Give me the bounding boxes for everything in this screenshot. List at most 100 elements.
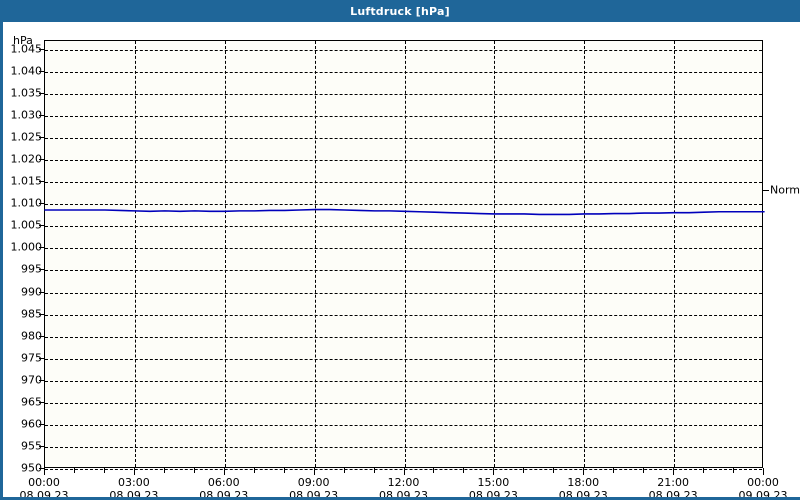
y-axis-tick — [39, 468, 44, 469]
x-axis-tick-major — [223, 468, 225, 475]
x-axis-tick-date: 08.09.23 — [109, 489, 159, 500]
gridline-horizontal — [45, 248, 762, 250]
y-axis-tick-label: 965 — [21, 395, 42, 409]
x-axis-tick-major — [493, 468, 495, 475]
x-axis-tick-major — [313, 468, 315, 475]
y-axis-tick — [39, 48, 44, 50]
x-axis-tick-minor — [343, 468, 345, 473]
x-axis-tick-time: 15:00 — [477, 476, 510, 489]
y-axis-tick — [39, 357, 44, 359]
gridline-vertical — [584, 41, 586, 467]
chart-area: hPa 1.045 1.040 1.035 1.030 1.025 1.020 1.015 1… — [3, 22, 800, 497]
y-axis-tick — [39, 335, 44, 337]
plot-frame — [44, 40, 765, 470]
x-axis-tick-minor — [643, 468, 645, 473]
y-axis-tick-label: 960 — [21, 417, 42, 431]
x-axis-tick-date: 08.09.23 — [199, 489, 249, 500]
x-axis-tick-minor — [103, 468, 105, 473]
x-axis-tick-label: 15:00 08.09.23 — [469, 476, 518, 497]
gridline-vertical — [134, 41, 136, 467]
x-axis-tick-minor — [733, 468, 735, 473]
gridline-horizontal — [45, 49, 762, 51]
y-axis-tick — [39, 401, 44, 403]
x-axis-tick-time: 18:00 — [567, 476, 600, 489]
gridline-horizontal — [45, 138, 762, 140]
x-axis-tick-label: 18:00 08.09.23 — [558, 476, 608, 500]
gridline-vertical — [494, 41, 496, 467]
x-axis-tick-label: 03:00 08.09.23 — [109, 476, 159, 500]
x-axis-tick-minor — [73, 468, 75, 473]
gridline-horizontal — [45, 336, 762, 338]
x-axis-tick-minor — [253, 468, 255, 473]
x-axis-tick-minor — [193, 468, 195, 473]
gridline-horizontal — [45, 380, 762, 382]
y-axis-tick — [39, 115, 44, 116]
y-axis-tick — [39, 203, 44, 205]
y-axis-tick — [39, 137, 44, 139]
y-axis-tick-label: 950 — [21, 461, 42, 475]
y-axis-tick — [39, 423, 44, 425]
y-axis-tick — [39, 291, 44, 293]
y-axis-tick-label: 980 — [21, 329, 42, 343]
y-axis-tick-label: 985 — [21, 307, 42, 321]
y-axis-tick-label: 1.020 — [10, 152, 43, 166]
x-axis-tick-time: 00:00 — [28, 476, 60, 489]
x-axis-tick-label: 21:00 08.09.23 — [649, 476, 698, 497]
x-axis-tick-time: 12:00 — [387, 476, 420, 489]
gridline-vertical — [224, 41, 226, 467]
normal-level-label: Normal — [770, 183, 800, 197]
y-axis-unit-label: hPa — [13, 34, 33, 47]
gridline-horizontal — [45, 93, 762, 95]
x-axis-tick-major — [763, 468, 764, 475]
gridline-horizontal — [45, 292, 762, 294]
gridline-horizontal — [45, 402, 762, 404]
gridline-vertical — [404, 41, 406, 467]
x-axis-tick-major — [403, 468, 405, 475]
gridline-horizontal — [45, 204, 762, 206]
y-axis-tick-label: 1.030 — [10, 108, 43, 122]
gridline-horizontal — [45, 160, 762, 162]
x-axis-tick-minor — [433, 468, 435, 473]
x-axis-tick-label: 06:00 08.09.23 — [199, 476, 249, 500]
window-title-bar: Luftdruck [hPa] — [3, 0, 800, 22]
y-axis-tick-label: 1.015 — [10, 174, 43, 188]
x-axis-tick-major — [44, 468, 45, 475]
y-axis-tick-label: 1.045 — [10, 42, 43, 56]
y-axis-tick — [39, 159, 44, 161]
gridline-vertical — [314, 41, 316, 467]
x-axis-tick-major — [583, 468, 585, 475]
x-axis-tick-minor — [373, 468, 375, 473]
y-axis-tick-label: 1.035 — [10, 86, 43, 100]
x-axis-tick-label: 00:00 09.09.23 — [738, 476, 788, 500]
x-axis-tick-minor — [163, 468, 165, 473]
x-axis-tick-time: 06:00 — [207, 476, 240, 489]
x-axis-tick-time: 09:00 — [297, 476, 330, 489]
x-axis-tick-date: 08.09.23 — [19, 489, 69, 500]
gridline-horizontal — [45, 182, 762, 184]
y-axis-tick-label: 1.040 — [10, 64, 43, 78]
y-axis-tick — [39, 379, 44, 381]
x-axis-tick-time: 00:00 — [747, 476, 779, 489]
x-axis-tick-minor — [613, 468, 615, 473]
x-axis-tick-minor — [463, 468, 465, 473]
x-axis-tick-minor — [553, 468, 555, 473]
y-axis-tick-label: 975 — [21, 351, 42, 365]
gridline-horizontal — [45, 71, 762, 73]
normal-level-tick — [763, 190, 769, 192]
x-axis-tick-time: 21:00 — [657, 476, 689, 489]
y-axis-tick — [39, 92, 44, 94]
x-axis-tick-date: 08.09.23 — [558, 489, 608, 500]
y-axis-tick-label: 955 — [21, 439, 42, 453]
x-axis-tick-minor — [703, 468, 705, 473]
x-axis-tick-major — [673, 468, 675, 475]
y-axis-tick-label: 970 — [21, 373, 42, 387]
y-axis-tick-label: 995 — [21, 262, 42, 276]
x-axis-tick-label: 09:00 08.09.23 — [289, 476, 338, 497]
x-axis-tick-date: 09.09.23 — [738, 489, 788, 500]
page-title: Luftdruck [hPa] — [350, 4, 450, 18]
y-axis-tick — [39, 181, 44, 183]
gridline-horizontal — [45, 424, 762, 426]
gridline-horizontal — [45, 116, 762, 117]
gridline-horizontal — [45, 358, 762, 360]
